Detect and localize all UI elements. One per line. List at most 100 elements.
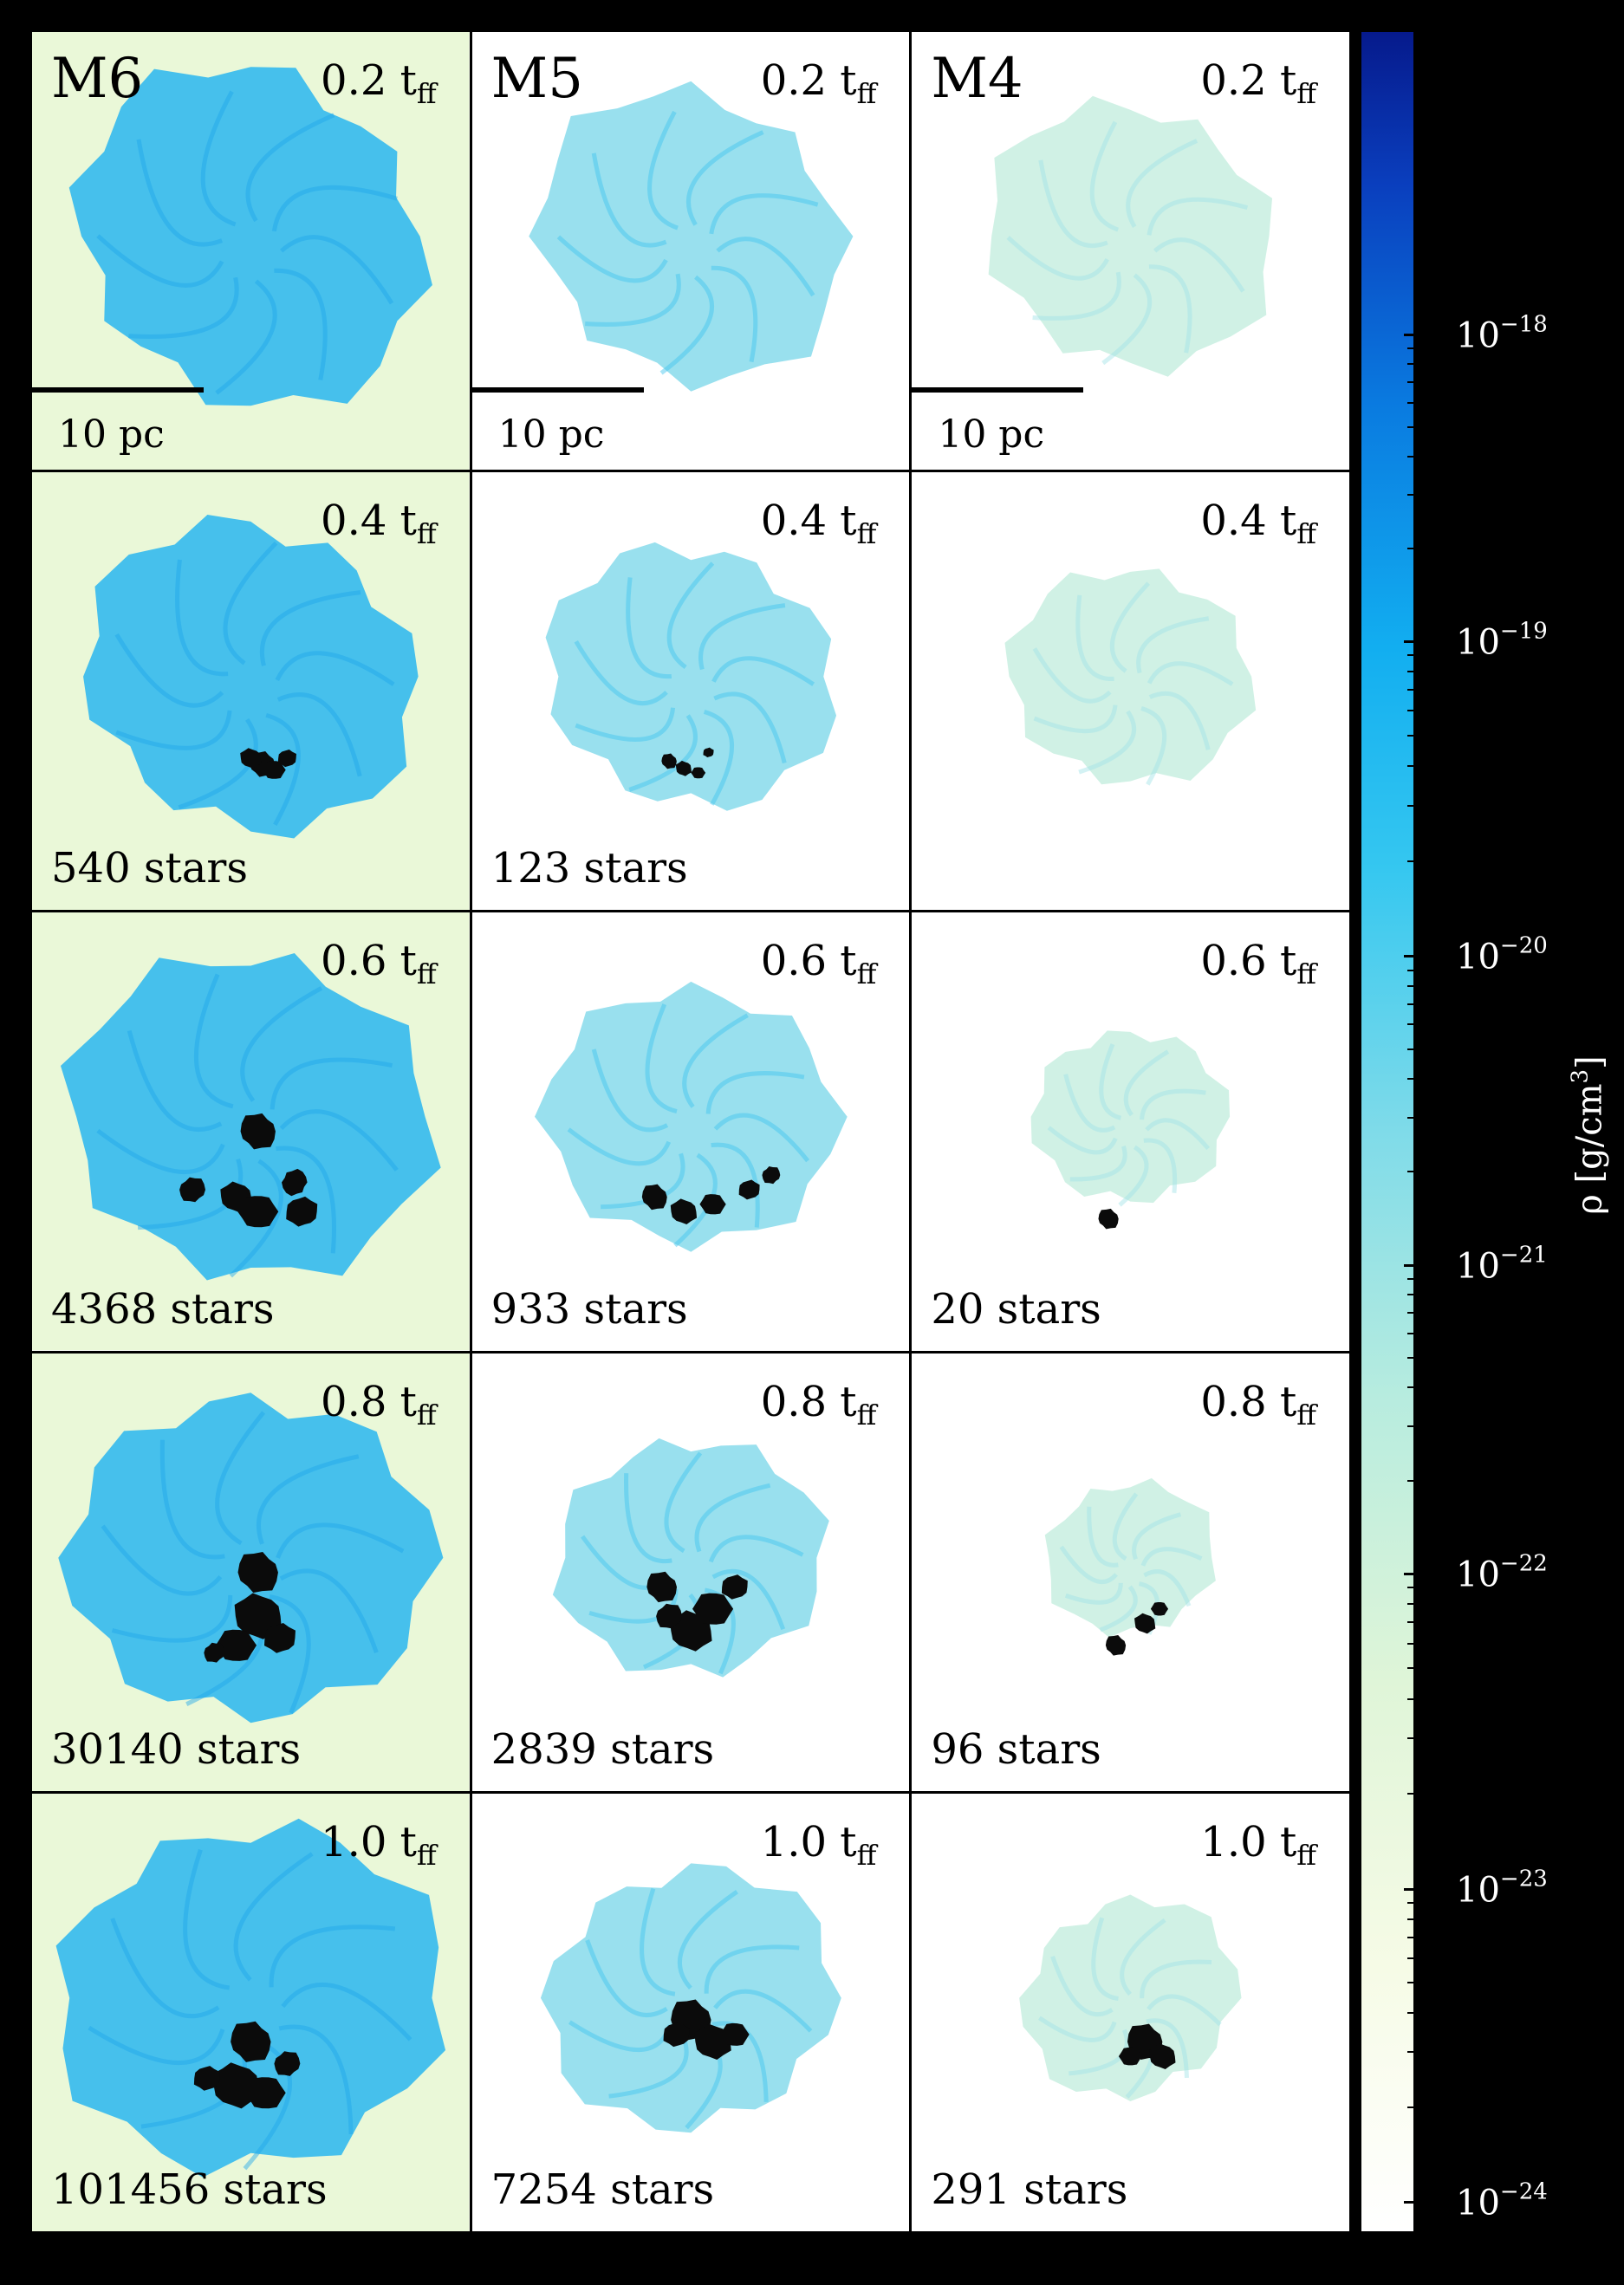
colorbar-minor-tick [1407,1918,1416,1920]
sim-panel-m5-row-2: 0.4 tff 123 stars [471,472,910,911]
star-cluster [277,750,296,768]
star-cluster [692,1593,733,1625]
colorbar-minor-tick [1407,1667,1416,1670]
gas-filament [623,1472,672,1563]
colorbar-major-tick [1404,334,1421,337]
gas-cloud [988,95,1273,377]
star-cluster [703,747,714,758]
colorbar-minor-tick [1407,969,1416,971]
colorbar-minor-tick [1407,380,1416,383]
time-value: 0.8 [760,1377,841,1426]
density-map [912,472,1349,911]
gas-cloud [1004,568,1257,785]
star-cluster [240,748,262,769]
colorbar-tick-label: 10−21 [1456,1242,1548,1287]
time-value: 0.2 [321,56,400,105]
gas-filament [708,193,819,235]
gas-filament [591,1048,668,1133]
gas-filament [1147,661,1234,686]
colorbar-minor-tick [1407,654,1416,657]
star-cluster [244,2077,286,2109]
time-unit-subscript: ff [416,1398,437,1431]
gas-filament [1091,1917,1120,2001]
density-map [32,1793,470,2231]
time-unit: t [840,56,857,105]
colorbar-tick-label: 10−19 [1456,618,1548,663]
gas-filament [1087,1506,1120,1568]
colorbar-major-tick [1404,955,1421,958]
time-value: 0.4 [321,497,400,546]
colorbar-minor-tick [1407,401,1416,404]
colorbar-minor-tick [1407,1587,1416,1589]
time-label: 0.8 tff [1200,1381,1316,1429]
gas-filament [274,268,328,381]
gas-cloud [83,515,419,839]
sim-panel-m5-row-5: 1.0 tff 7254 stars [471,1793,910,2231]
colorbar-minor-tick [1407,1356,1416,1359]
time-unit: t [400,1377,417,1426]
density-map [912,1353,1349,1791]
time-value: 0.4 [760,497,841,546]
colorbar-minor-tick [1407,1902,1416,1905]
colorbar-tick-label: 10−20 [1456,932,1548,977]
gas-filament [1147,1994,1223,2027]
time-value: 0.8 [321,1377,400,1426]
density-map [32,32,470,471]
gas-filament [1153,237,1245,293]
gas-filament [1070,1146,1127,1182]
sim-panel-m6-row-2: 0.4 tff 540 stars [32,472,470,911]
star-cluster [237,1196,279,1228]
star-cluster [193,2065,220,2091]
scale-bar-label: 10 pc [497,412,605,458]
model-label: M4 [931,47,1023,111]
density-colorbar [1359,29,1416,2234]
gas-filament [243,2041,292,2171]
star-cluster [281,1169,308,1197]
gas-cloud [68,67,432,406]
gas-filament [278,2024,354,2134]
gas-filament [1075,594,1115,682]
time-unit-subscript: ff [1296,1838,1316,1872]
time-value: 0.8 [1200,1377,1280,1426]
colorbar-minor-tick [1407,1294,1416,1296]
density-map [912,32,1349,471]
gas-filament [712,1989,812,2033]
sim-panel-m5-row-1: 0.2 tff M5 10 pc [471,32,910,471]
gas-filament [275,651,395,687]
gas-filament [1063,1074,1116,1133]
colorbar-minor-tick [1407,1642,1416,1645]
time-value: 0.4 [1200,497,1280,546]
gas-filament [591,153,667,248]
colorbar-minor-tick [1407,765,1416,768]
time-value: 1.0 [321,1817,400,1866]
gas-filament [1140,1546,1203,1567]
time-value: 1.0 [760,1817,841,1866]
gas-filament [574,640,668,706]
gas-filament [672,1153,718,1248]
time-unit: t [840,497,857,546]
gas-filament [178,718,258,810]
gas-cloud [1045,1477,1217,1638]
star-cluster [262,761,286,779]
gas-filament [575,707,675,743]
gas-filament [1143,1568,1192,1607]
gas-filament [114,633,224,708]
star-cluster [263,1622,296,1653]
colorbar-minor-tick [1407,1737,1416,1740]
gas-filament [713,1113,809,1163]
gas-cloud [1019,1894,1242,2101]
gas-filament [1032,647,1112,704]
gas-filament [96,1129,225,1175]
time-unit-subscript: ff [416,517,437,551]
time-unit-subscript: ff [1296,1398,1316,1431]
star-cluster [1151,1601,1169,1616]
time-label: 0.6 tff [1200,940,1316,988]
gas-filament [279,1109,399,1172]
time-unit: t [400,56,417,105]
colorbar-minor-tick [1407,1003,1416,1005]
colorbar-minor-tick [1407,1277,1416,1280]
colorbar-minor-tick [1407,347,1416,350]
time-unit-subscript: ff [856,1838,877,1872]
gas-filament [704,1587,736,1674]
star-cluster [1149,2043,1176,2069]
